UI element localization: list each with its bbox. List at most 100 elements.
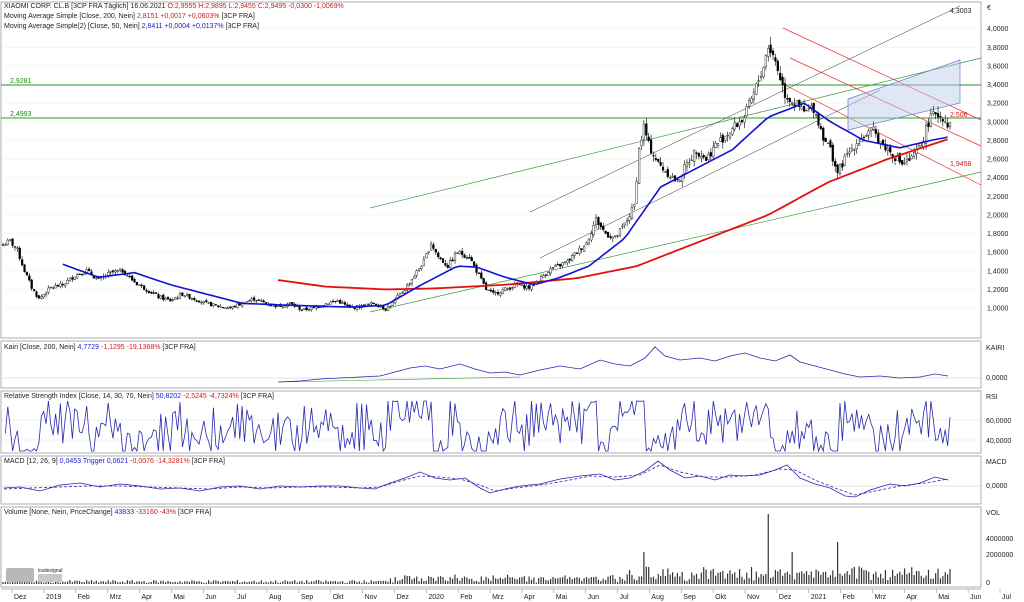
volume-bar [102, 581, 105, 584]
candle-body [197, 300, 201, 303]
candle-body [889, 146, 892, 153]
volume-bar [451, 578, 454, 584]
candle-body [563, 261, 567, 263]
svg-text:Moving Average Simple [Close,: Moving Average Simple [Close, 200, Nein]… [4, 13, 255, 20]
candle-body [948, 122, 952, 127]
candle-body [281, 306, 284, 308]
volume-bar [681, 571, 683, 584]
volume-bar [241, 582, 243, 584]
ma200-line[interactable] [277, 138, 948, 291]
kairi-line[interactable] [277, 346, 949, 383]
candle-body [929, 113, 932, 127]
price-panel[interactable] [0, 1, 982, 339]
volume-bar [652, 576, 655, 584]
candle-body [819, 126, 822, 129]
candle-body [511, 287, 514, 289]
volume-bar [90, 580, 93, 584]
volume-bar [774, 569, 777, 584]
volume-bar [28, 580, 30, 584]
volume-bar [805, 570, 808, 584]
candle-body [791, 102, 794, 104]
volume-bar [174, 581, 176, 584]
volume-bar [889, 577, 891, 584]
level-label-upper: 2,9281 [10, 78, 32, 85]
candle-body [712, 146, 715, 158]
volume-bar [619, 576, 621, 584]
candle-body [439, 257, 442, 260]
volume-bar [487, 578, 490, 584]
candle-body [298, 305, 301, 310]
volume-bar [26, 580, 28, 584]
candle-body [262, 300, 265, 303]
ma50-line[interactable] [62, 102, 948, 308]
volume-bar [834, 576, 836, 584]
volume-bar [827, 577, 829, 584]
candle-body [145, 290, 148, 292]
volume-bar [353, 580, 356, 584]
kairi-panel[interactable] [0, 340, 982, 389]
svg-text:Moving Average Simple(2) [Clos: Moving Average Simple(2) [Close, 50, Nei… [4, 23, 259, 30]
volume-bar [643, 552, 645, 584]
rsi-panel[interactable] [0, 390, 982, 454]
ma50-change: +0,0004 +0,0137% [164, 23, 223, 30]
red-channel-bottom [782, 83, 982, 186]
volume-bars[interactable] [2, 514, 951, 584]
volume-bar [165, 582, 167, 584]
volume-bar [145, 582, 148, 584]
candle-body [482, 278, 485, 284]
candle-body [814, 114, 818, 116]
volume-bar [55, 580, 57, 584]
price-tick-label: 4,0000 [987, 26, 1009, 33]
volume-bar [624, 580, 626, 584]
candle-body [750, 98, 753, 104]
candle-body [183, 295, 186, 297]
candle-body [862, 136, 866, 139]
volume-bar [188, 581, 191, 584]
volume-bar [667, 568, 669, 584]
macd-panel[interactable] [0, 455, 982, 505]
macd-trigger-line[interactable] [3, 464, 949, 496]
candle-body [525, 285, 528, 289]
volume-bar [279, 582, 282, 584]
volume-bar [363, 580, 365, 584]
candle-body [731, 128, 734, 135]
candle-body [944, 121, 947, 123]
volume-bar [772, 576, 774, 584]
trend-channels[interactable] [369, 5, 982, 313]
volume-bar [717, 572, 719, 584]
volume-bar [286, 581, 289, 584]
candle-body [898, 153, 901, 163]
volume-bar [777, 571, 779, 584]
candle-body [697, 152, 701, 157]
candle-body [774, 57, 777, 62]
candle-body [877, 133, 880, 143]
volume-bar [741, 576, 743, 584]
candle-body [508, 287, 512, 290]
candle-body [573, 252, 576, 256]
candle-body [30, 279, 33, 289]
candle-body [740, 119, 744, 123]
volume-bar [882, 578, 884, 584]
price-tick-label: 3,0000 [987, 119, 1009, 126]
candle-body [257, 299, 260, 301]
candle-body [858, 143, 861, 146]
candle-body [451, 259, 454, 262]
volume-bar [265, 581, 267, 584]
volume-bar [538, 578, 540, 584]
candle-body [370, 302, 373, 305]
volume-axis-label: VOL [986, 510, 1000, 517]
volume-panel[interactable] [0, 506, 982, 588]
volume-bar [939, 578, 942, 584]
volume-bar [755, 571, 757, 584]
candle-body [202, 300, 205, 304]
candle-body [599, 222, 602, 227]
volume-bar [239, 582, 241, 584]
volume-title: Volume [None, Nein, PriceChange] 43833 -… [4, 509, 211, 516]
red-channel-top [782, 27, 982, 121]
rsi-line[interactable] [5, 400, 951, 453]
macd-line[interactable] [3, 460, 949, 498]
candle-body [683, 164, 686, 174]
volume-bar [533, 577, 535, 584]
tradesignal-logo: tradesignal [6, 568, 62, 582]
candle-body [927, 122, 930, 127]
